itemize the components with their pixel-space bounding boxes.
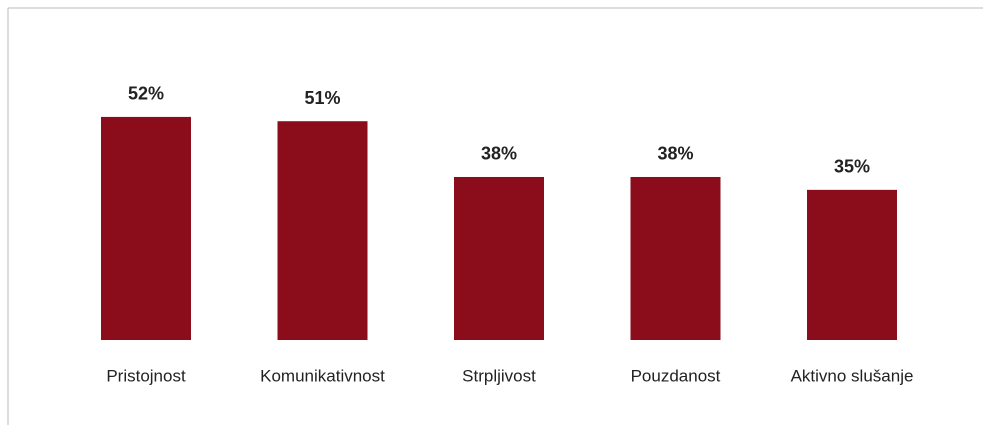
category-label: Pouzdanost: [631, 366, 721, 385]
bar: [454, 176, 544, 340]
value-label: 38%: [657, 144, 693, 164]
category-label: Komunikativnost: [260, 366, 385, 385]
category-label: Aktivno slušanje: [791, 366, 914, 385]
value-label: 52%: [128, 84, 164, 104]
bar: [101, 116, 191, 340]
bar: [807, 189, 897, 340]
category-label: Strpljivost: [462, 366, 536, 385]
value-label: 35%: [834, 157, 870, 177]
bar: [277, 121, 368, 341]
value-label: 51%: [304, 88, 340, 108]
bar: [630, 176, 721, 340]
category-label: Pristojnost: [106, 366, 186, 385]
value-label: 38%: [481, 144, 517, 164]
